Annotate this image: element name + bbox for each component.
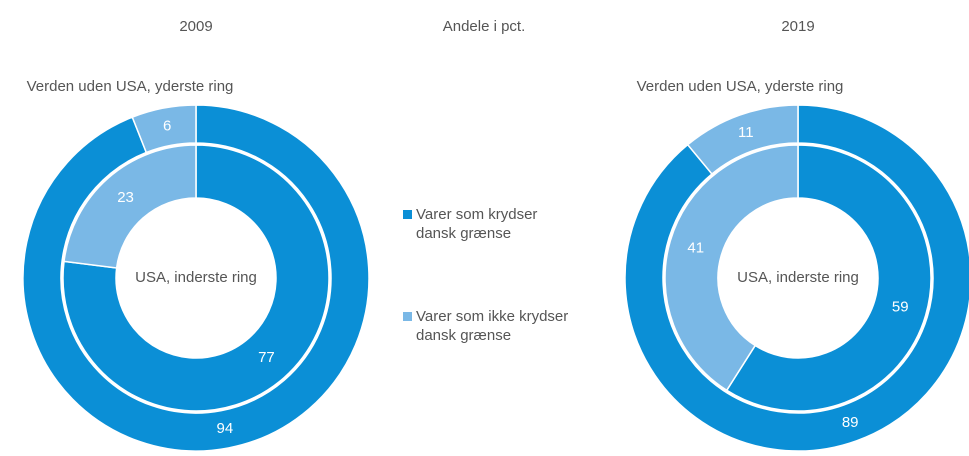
ring-label: USA, inderste ring [135, 269, 257, 286]
value-label: 94 [217, 420, 234, 437]
value-label: 41 [687, 239, 704, 256]
value-label: 11 [738, 124, 754, 141]
ring-label: Verden uden USA, yderste ring [637, 78, 844, 95]
legend-text: Varer som krydser dansk grænse [416, 206, 538, 242]
donut-slice [131, 104, 197, 154]
ring-label: Verden uden USA, yderste ring [27, 78, 234, 95]
donut-slice [62, 144, 330, 412]
chart-subtitle: 2009 [179, 18, 212, 35]
donut-slice [624, 104, 969, 452]
value-label: 89 [842, 414, 859, 431]
ring-label: USA, inderste ring [737, 269, 859, 286]
donut-slice [63, 144, 197, 269]
value-label: 59 [892, 299, 909, 316]
legend-text: Varer som ikke krydser dansk grænse [416, 308, 569, 344]
value-label: 6 [163, 118, 171, 135]
donut-slice [686, 104, 799, 176]
chart-title: Andele i pct. [443, 18, 526, 35]
legend-swatch [403, 210, 412, 219]
donut-slice [664, 144, 799, 392]
legend-swatch [403, 312, 412, 321]
value-label: 23 [117, 189, 134, 206]
value-label: 77 [258, 349, 275, 366]
donut-slice [22, 104, 370, 452]
chart-subtitle: 2019 [781, 18, 814, 35]
donut-slice [725, 144, 932, 412]
